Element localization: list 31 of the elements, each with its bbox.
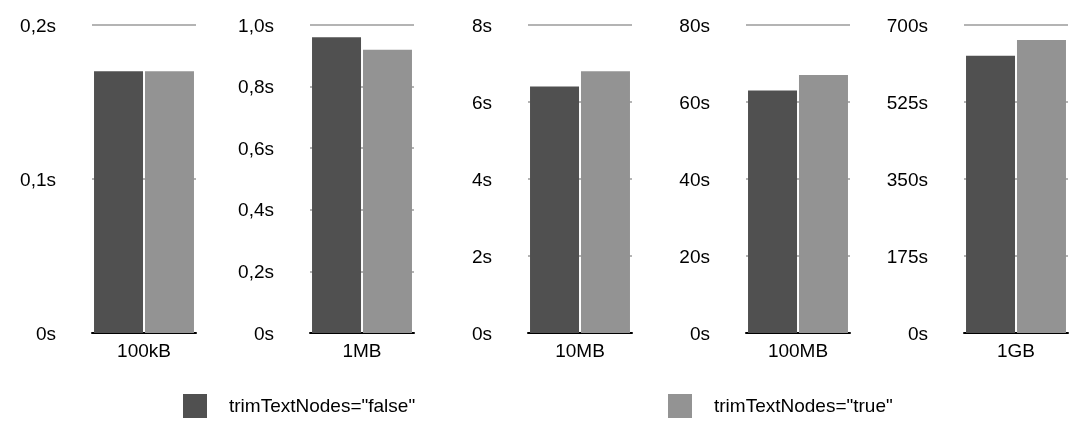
y-tick-label: 0,4s [238, 199, 274, 221]
y-tick-label: 2s [471, 245, 492, 267]
x-tick-label: 1GB [996, 340, 1036, 361]
y-tick-label: 525s [886, 91, 928, 113]
y-tick-label: 60s [679, 91, 710, 113]
y-tick-label: 0s [35, 322, 56, 344]
y-tick-label: 0,8s [238, 76, 274, 98]
x-tick-label: 100kB [117, 340, 171, 361]
y-tick-label: 0s [907, 322, 928, 344]
y-tick-label: 40s [679, 168, 710, 190]
y-tick-label: 4s [471, 168, 492, 190]
y-tick-label: 175s [886, 245, 928, 267]
y-tick-label: 6s [471, 91, 492, 113]
y-tick-label: 0,2s [20, 14, 56, 36]
y-tick-label: 0,6s [238, 137, 274, 159]
y-tick-label: 80s [679, 14, 710, 36]
y-tick-label: 0s [253, 322, 274, 344]
y-tick-label: 0s [689, 322, 710, 344]
y-tick-label: 1,0s [238, 14, 274, 36]
x-tick-label: 100MB [767, 340, 829, 361]
x-tick-label: 1MB [342, 340, 382, 361]
y-tick-label: 0s [471, 322, 492, 344]
legend-label: trimTextNodes="false" [229, 395, 416, 417]
y-tick-label: 350s [886, 168, 928, 190]
y-tick-label: 8s [471, 14, 492, 36]
legend-label: trimTextNodes="true" [714, 395, 893, 417]
x-tick-label: 10MB [555, 340, 605, 361]
y-tick-label: 20s [679, 245, 710, 267]
y-tick-label: 0,1s [20, 168, 56, 190]
y-tick-label: 0,2s [238, 260, 274, 282]
y-tick-label: 700s [886, 14, 928, 36]
